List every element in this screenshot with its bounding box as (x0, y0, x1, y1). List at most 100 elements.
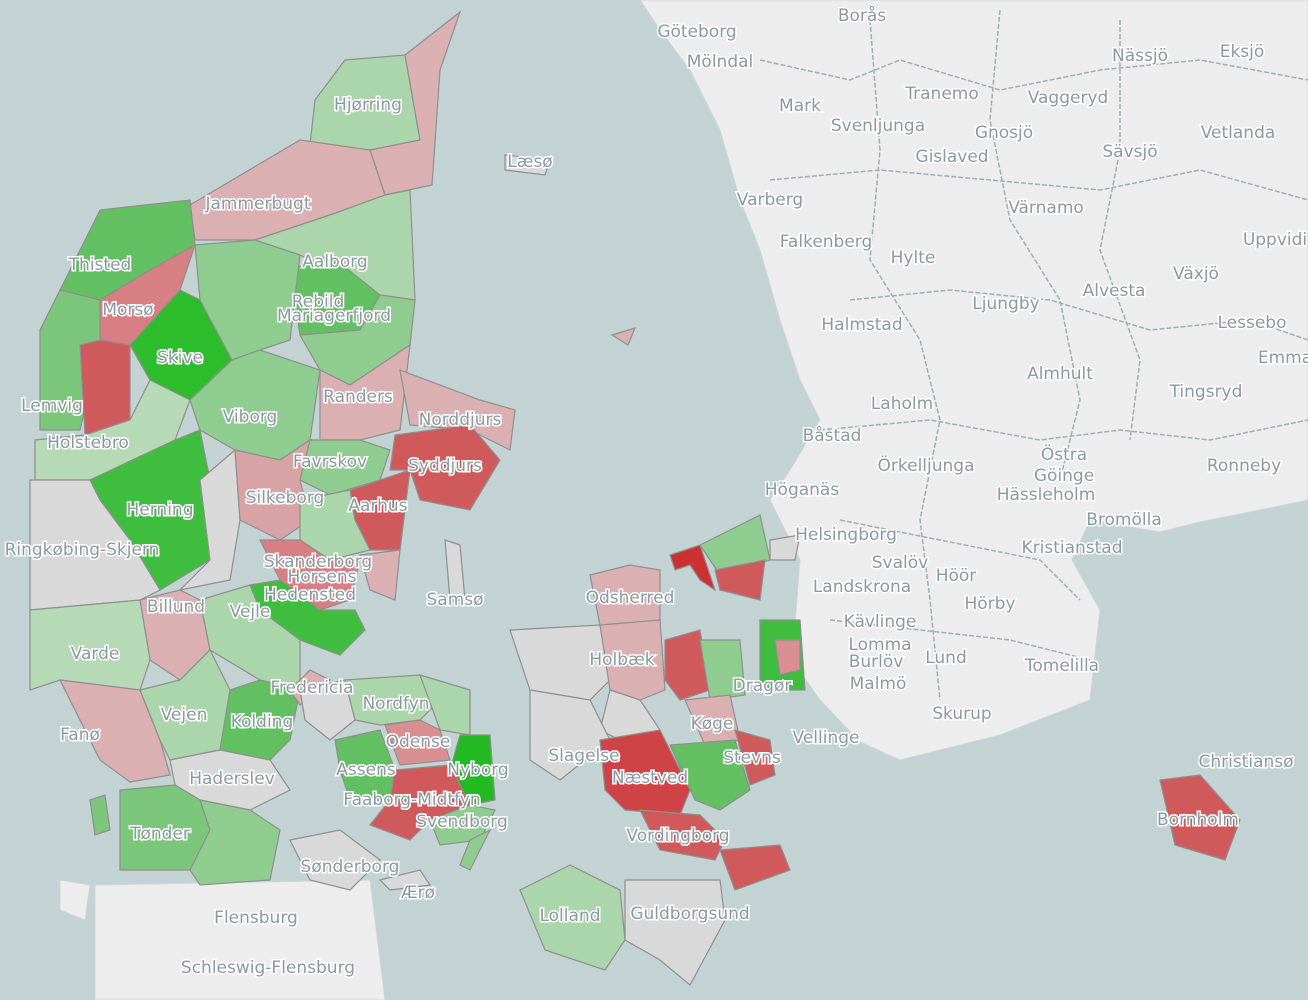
place-label: Herning (127, 500, 194, 520)
place-label: Holstebro (47, 433, 129, 453)
place-label: Kolding (231, 712, 294, 732)
place-label: Schleswig-Flensburg (181, 958, 355, 978)
place-label: Båstad (803, 425, 862, 446)
place-label: Varde (71, 644, 120, 664)
place-label: Uppvidi (1243, 230, 1307, 250)
place-label: Nässjö (1112, 46, 1168, 66)
municipality (664, 629, 711, 701)
place-label: Hässleholm (997, 485, 1096, 505)
place-label: Helsingborg (795, 525, 897, 545)
place-label: Tingsryd (1169, 382, 1243, 402)
place-label: Skurup (932, 704, 991, 724)
place-label: Borås (838, 5, 886, 26)
place-label: Svenljunga (831, 116, 925, 136)
place-label: Ljungby (972, 294, 1039, 314)
place-label: Ærø (401, 883, 435, 903)
municipality (769, 534, 801, 561)
municipality (444, 539, 466, 601)
place-label: Viborg (223, 407, 278, 427)
place-label: Thisted (68, 255, 132, 275)
municipality (384, 719, 451, 766)
place-label: Göinge (1034, 466, 1094, 486)
place-label: Emma (1258, 348, 1308, 368)
municipality (299, 679, 356, 741)
place-label: Varberg (737, 190, 803, 210)
municipality (89, 794, 111, 836)
municipality (194, 239, 301, 361)
place-label: Ringkøbing-Skjern (5, 540, 160, 560)
place-label: Guldborgsund (630, 904, 749, 924)
place-label: Fanø (60, 725, 100, 745)
municipality (289, 829, 381, 891)
place-label: Lomma (848, 635, 911, 655)
place-label: Vejle (230, 602, 271, 622)
place-label: Skanderborg (264, 552, 372, 572)
place-label: Mölndal (687, 52, 754, 72)
place-label: Billund (147, 597, 205, 617)
municipality (79, 339, 131, 436)
place-label: Gnosjö (975, 123, 1033, 143)
place-label: Vejen (161, 705, 208, 725)
place-label: Ronneby (1207, 456, 1281, 476)
place-label: Kristianstad (1021, 538, 1122, 558)
place-label: Tønder (129, 824, 190, 844)
place-label: Aarhus (348, 496, 407, 516)
municipality (504, 154, 551, 176)
place-label: Vellinge (793, 728, 860, 748)
municipality (389, 424, 501, 511)
municipality (299, 439, 391, 496)
place-label: Slagelse (548, 746, 619, 766)
place-label: Skive (157, 348, 203, 368)
place-label: Alvesta (1083, 281, 1146, 301)
germany (59, 879, 386, 1000)
place-label: Nyborg (447, 760, 508, 780)
place-label: Odsherred (586, 588, 675, 608)
place-label: Stevns (723, 748, 781, 768)
place-label: Sønderborg (301, 857, 400, 877)
municipality (610, 327, 637, 346)
place-label: Flensburg (214, 908, 298, 928)
place-label: Halmstad (821, 315, 902, 335)
place-label: Samsø (426, 590, 483, 610)
place-label: Mariagerfjord (277, 306, 391, 326)
place-label: Falkenberg (780, 232, 873, 252)
place-label: Dragør (733, 676, 792, 696)
place-label: Aalborg (302, 252, 367, 272)
place-label: Hedensted (264, 585, 356, 605)
place-label: Höganäs (765, 480, 840, 500)
place-label: Lund (925, 648, 967, 668)
place-label: Norddjurs (419, 410, 502, 430)
place-label: Randers (323, 387, 393, 407)
place-label: Køge (691, 714, 734, 734)
place-label: Landskrona (813, 577, 911, 597)
denmark (29, 10, 1241, 986)
municipality (699, 639, 746, 701)
place-label: Bromölla (1086, 510, 1162, 530)
place-label: Örkelljunga (878, 454, 975, 476)
place-label: Odense (386, 732, 451, 752)
place-label: Värnamo (1008, 198, 1084, 218)
municipality (669, 739, 751, 811)
municipality (714, 559, 766, 601)
place-label: Silkeborg (246, 488, 325, 508)
municipality (774, 639, 801, 676)
place-label: Vaggeryd (1028, 88, 1109, 108)
municipality (199, 584, 301, 691)
place-label: Morsø (102, 300, 153, 320)
municipality (719, 844, 791, 891)
place-label: Tomelilla (1024, 656, 1099, 676)
place-label: Næstved (612, 768, 688, 788)
municipality (509, 624, 611, 701)
place-label: Eksjö (1220, 42, 1265, 62)
place-label: Læsø (507, 152, 552, 172)
place-label: Lemvig (21, 396, 83, 416)
place-label: Rebild (292, 292, 345, 312)
municipality (399, 369, 516, 451)
place-label: Mark (779, 96, 821, 116)
municipality (734, 729, 776, 786)
municipality (459, 828, 492, 871)
place-label: Fredericia (270, 678, 353, 698)
place-label: Svendborg (416, 812, 508, 832)
